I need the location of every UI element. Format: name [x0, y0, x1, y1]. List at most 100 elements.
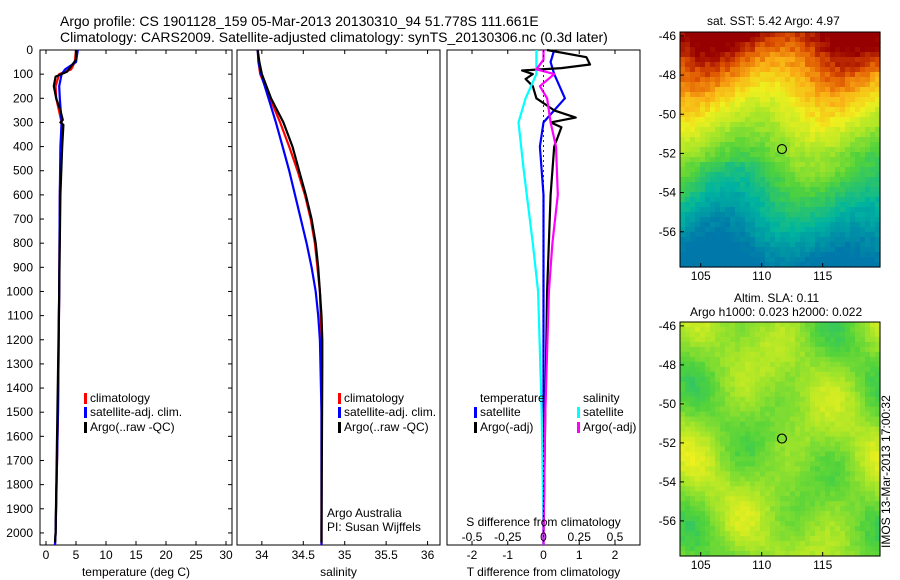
y-tick-label: 1700 — [6, 453, 33, 467]
x-tick-label: 15 — [129, 548, 143, 562]
series-line — [256, 49, 323, 545]
series-line — [256, 49, 324, 543]
map-y-tick-label: -48 — [659, 68, 677, 82]
y-tick-label: 600 — [13, 188, 33, 202]
map-y-tick-label: -48 — [659, 358, 677, 372]
map-x-tick-label: 105 — [691, 558, 711, 572]
y-tick-label: 0 — [26, 43, 33, 57]
y-tick-label: 1300 — [6, 357, 33, 371]
map-y-tick-label: -54 — [659, 475, 677, 489]
map-frame — [679, 321, 881, 557]
x-tick-label: 30 — [219, 548, 233, 562]
series-line — [520, 48, 592, 545]
legend-c-temperature-header: temperature — [480, 391, 545, 405]
y-tick-label: 1200 — [6, 333, 33, 347]
y-tick-label: 400 — [13, 140, 33, 154]
x-tick-label: -2 — [467, 548, 478, 562]
imos-stamp: IMOS 13-Mar-2013 17:00:32 — [879, 395, 893, 548]
legend-a-climatology: climatology — [90, 391, 151, 405]
y-tick-label: 2000 — [6, 526, 33, 540]
y-tick-label: 1500 — [6, 405, 33, 419]
series-line — [52, 50, 78, 543]
legend-swatch — [84, 407, 87, 418]
x-tick-label: 25 — [189, 548, 203, 562]
series-line — [517, 50, 545, 545]
x-top-tick-label: 0.25 — [568, 530, 592, 544]
map-y-tick-label: -54 — [659, 186, 677, 200]
x-top-tick-label: -0.25 — [494, 530, 522, 544]
x-tick-label: -1 — [502, 548, 513, 562]
map-x-tick-label: 110 — [752, 558, 771, 572]
x-axis-label: T difference from climatology — [467, 565, 621, 579]
map-y-tick-label: -56 — [659, 225, 677, 239]
series-line — [535, 50, 559, 545]
y-tick-label: 1100 — [7, 309, 33, 323]
y-tick-label: 800 — [13, 236, 33, 250]
map-y-tick-label: -52 — [659, 436, 677, 450]
x-tick-label: 20 — [159, 548, 173, 562]
legend-swatch — [338, 393, 341, 404]
map-x-tick-label: 105 — [691, 269, 711, 283]
x-tick-label: 2 — [612, 548, 619, 562]
x-tick-label: 1 — [576, 548, 583, 562]
title-line-1: Argo profile: CS 1901128_159 05-Mar-2013… — [60, 13, 539, 29]
series-line — [538, 49, 567, 545]
map-y-tick-label: -56 — [659, 514, 677, 528]
y-tick-label: 700 — [13, 212, 33, 226]
x-tick-label: 35 — [338, 548, 352, 562]
y-tick-label: 1400 — [6, 381, 33, 395]
x-axis-label: temperature (deg C) — [82, 565, 190, 579]
legend-swatch — [577, 407, 580, 418]
y-tick-label: 1000 — [6, 284, 33, 298]
x-tick-label: 34 — [255, 548, 269, 562]
x-tick-label: 36 — [421, 548, 435, 562]
map-y-tick-label: -50 — [659, 107, 677, 121]
y-tick-label: 900 — [13, 260, 33, 274]
map-x-tick-label: 110 — [752, 269, 771, 283]
legend-c-temp-argo: Argo(-adj) — [480, 420, 534, 434]
x-top-tick-label: -0.5 — [462, 530, 483, 544]
credit-line-2: PI: Susan Wijffels — [327, 520, 421, 534]
x-tick-label: 0 — [43, 548, 50, 562]
legend-b-argo: Argo(..raw -QC) — [344, 420, 429, 434]
argo-location-marker — [776, 433, 788, 444]
x-tick-label: 0 — [540, 548, 547, 562]
x-top-tick-label: 0.5 — [607, 530, 624, 544]
map-x-tick-label: 115 — [813, 269, 832, 283]
x-tick-label: 34.5 — [292, 548, 316, 562]
sst-heatmap — [680, 32, 881, 268]
y-tick-label: 200 — [13, 91, 33, 105]
x-axis-label: salinity — [320, 565, 357, 579]
legend-b-climatology: climatology — [344, 391, 405, 405]
map-bottom-title-1: Altim. SLA: 0.11 — [734, 291, 820, 305]
legend-c-temp-satellite: satellite — [480, 405, 521, 419]
map-x-tick-label: 115 — [813, 558, 832, 572]
y-tick-label: 1900 — [6, 502, 33, 516]
map-y-tick-label: -52 — [659, 146, 677, 160]
legend-swatch — [338, 407, 341, 418]
legend-a-argo: Argo(..raw -QC) — [90, 420, 175, 434]
y-tick-label: 1800 — [6, 478, 33, 492]
legend-swatch — [338, 422, 341, 433]
legend-swatch — [577, 422, 580, 433]
legend-c-sal-satellite: satellite — [583, 405, 624, 419]
x-tick-label: 5 — [73, 548, 80, 562]
y-tick-label: 1600 — [6, 429, 33, 443]
map-y-tick-label: -50 — [659, 397, 677, 411]
sla-heatmap — [680, 322, 881, 557]
map-top-title: sat. SST: 5.42 Argo: 4.97 — [707, 14, 840, 28]
argo-location-marker — [776, 143, 788, 155]
map-y-tick-label: -46 — [659, 319, 677, 333]
legend-a-satellite: satellite-adj. clim. — [90, 405, 183, 419]
y-tick-label: 100 — [13, 67, 33, 81]
legend-swatch — [84, 422, 87, 433]
y-tick-label: 300 — [13, 115, 33, 129]
credit-line-1: Argo Australia — [327, 506, 402, 520]
panel-frame-0 — [39, 49, 233, 546]
map-bottom-title-2: Argo h1000: 0.023 h2000: 0.022 — [690, 305, 863, 319]
legend-b-satellite: satellite-adj. clim. — [344, 405, 437, 419]
y-tick-label: 500 — [13, 164, 33, 178]
legend-c-sal-argo: Argo(-adj) — [583, 420, 637, 434]
map-frame — [679, 31, 881, 268]
